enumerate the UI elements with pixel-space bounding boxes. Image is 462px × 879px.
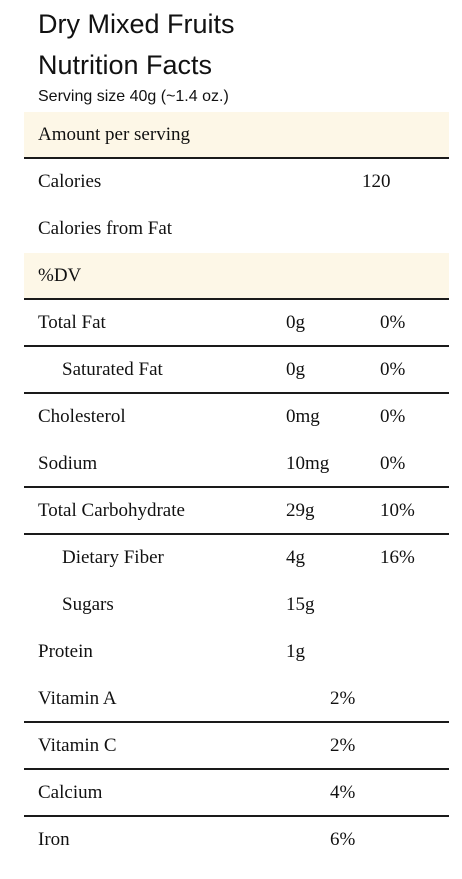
nutrient-label: Sugars [62, 594, 114, 615]
nutrient-label: Sodium [38, 453, 98, 474]
nutrient-amount: 4g [286, 547, 305, 568]
vitamin-dv: 4% [330, 782, 356, 803]
vitamin-dv: 2% [330, 735, 356, 756]
vitamin-label: Vitamin A [38, 688, 117, 709]
dv-header-label: %DV [38, 265, 82, 286]
nutrient-label: Dietary Fiber [62, 547, 164, 568]
nutrient-amount: 0mg [286, 406, 320, 427]
vitamin-dv: 6% [330, 829, 356, 850]
nutrient-row-dietary-fiber: Dietary Fiber 4g 16% [24, 535, 449, 582]
label-heading: Nutrition Facts [38, 50, 213, 80]
nutrient-row-total-carbohydrate: Total Carbohydrate 29g 10% [24, 488, 449, 535]
amount-per-serving-label: Amount per serving [38, 124, 190, 145]
nutrient-amount: 15g [286, 594, 315, 615]
nutrient-row-total-fat: Total Fat 0g 0% [24, 300, 449, 347]
calories-from-fat-label: Calories from Fat [38, 218, 173, 239]
vitamin-label: Vitamin C [38, 735, 117, 756]
nutrition-table: Amount per serving Calories 120 Calories… [24, 112, 449, 864]
vitamin-dv: 2% [330, 688, 356, 709]
nutrient-row-saturated-fat: Saturated Fat 0g 0% [24, 347, 449, 394]
product-title: Dry Mixed Fruits [38, 9, 235, 39]
serving-size: Serving size 40g (~1.4 oz.) [38, 88, 229, 105]
nutrient-dv: 0% [380, 453, 406, 474]
calories-row: Calories 120 [24, 159, 449, 206]
nutrient-amount: 0g [286, 312, 305, 333]
nutrient-amount: 1g [286, 641, 305, 662]
nutrient-label: Cholesterol [38, 406, 126, 427]
nutrient-dv: 0% [380, 312, 406, 333]
nutrient-row-protein: Protein 1g [24, 629, 449, 676]
nutrient-label: Saturated Fat [62, 359, 163, 380]
vitamin-row-vitamin-a: Vitamin A 2% [24, 676, 449, 723]
dv-header-row: %DV [24, 253, 449, 300]
nutrient-row-sugars: Sugars 15g [24, 582, 449, 629]
nutrient-amount: 29g [286, 500, 315, 521]
calories-value: 120 [362, 171, 391, 192]
nutrient-dv: 10% [380, 500, 415, 521]
nutrient-label: Total Carbohydrate [38, 500, 185, 521]
nutrient-dv: 0% [380, 406, 406, 427]
amount-per-serving-row: Amount per serving [24, 112, 449, 159]
nutrient-label: Protein [38, 641, 93, 662]
vitamin-row-iron: Iron 6% [24, 817, 449, 864]
nutrient-dv: 0% [380, 359, 406, 380]
nutrient-label: Total Fat [38, 312, 106, 333]
nutrient-amount: 0g [286, 359, 305, 380]
vitamin-label: Iron [38, 829, 70, 850]
vitamin-row-calcium: Calcium 4% [24, 770, 449, 817]
calories-label: Calories [38, 171, 102, 192]
nutrient-amount: 10mg [286, 453, 330, 474]
nutrient-row-cholesterol: Cholesterol 0mg 0% [24, 394, 449, 441]
vitamin-label: Calcium [38, 782, 103, 803]
nutrient-row-sodium: Sodium 10mg 0% [24, 441, 449, 488]
calories-from-fat-row: Calories from Fat [24, 206, 449, 253]
nutrient-dv: 16% [380, 547, 415, 568]
vitamin-row-vitamin-c: Vitamin C 2% [24, 723, 449, 770]
